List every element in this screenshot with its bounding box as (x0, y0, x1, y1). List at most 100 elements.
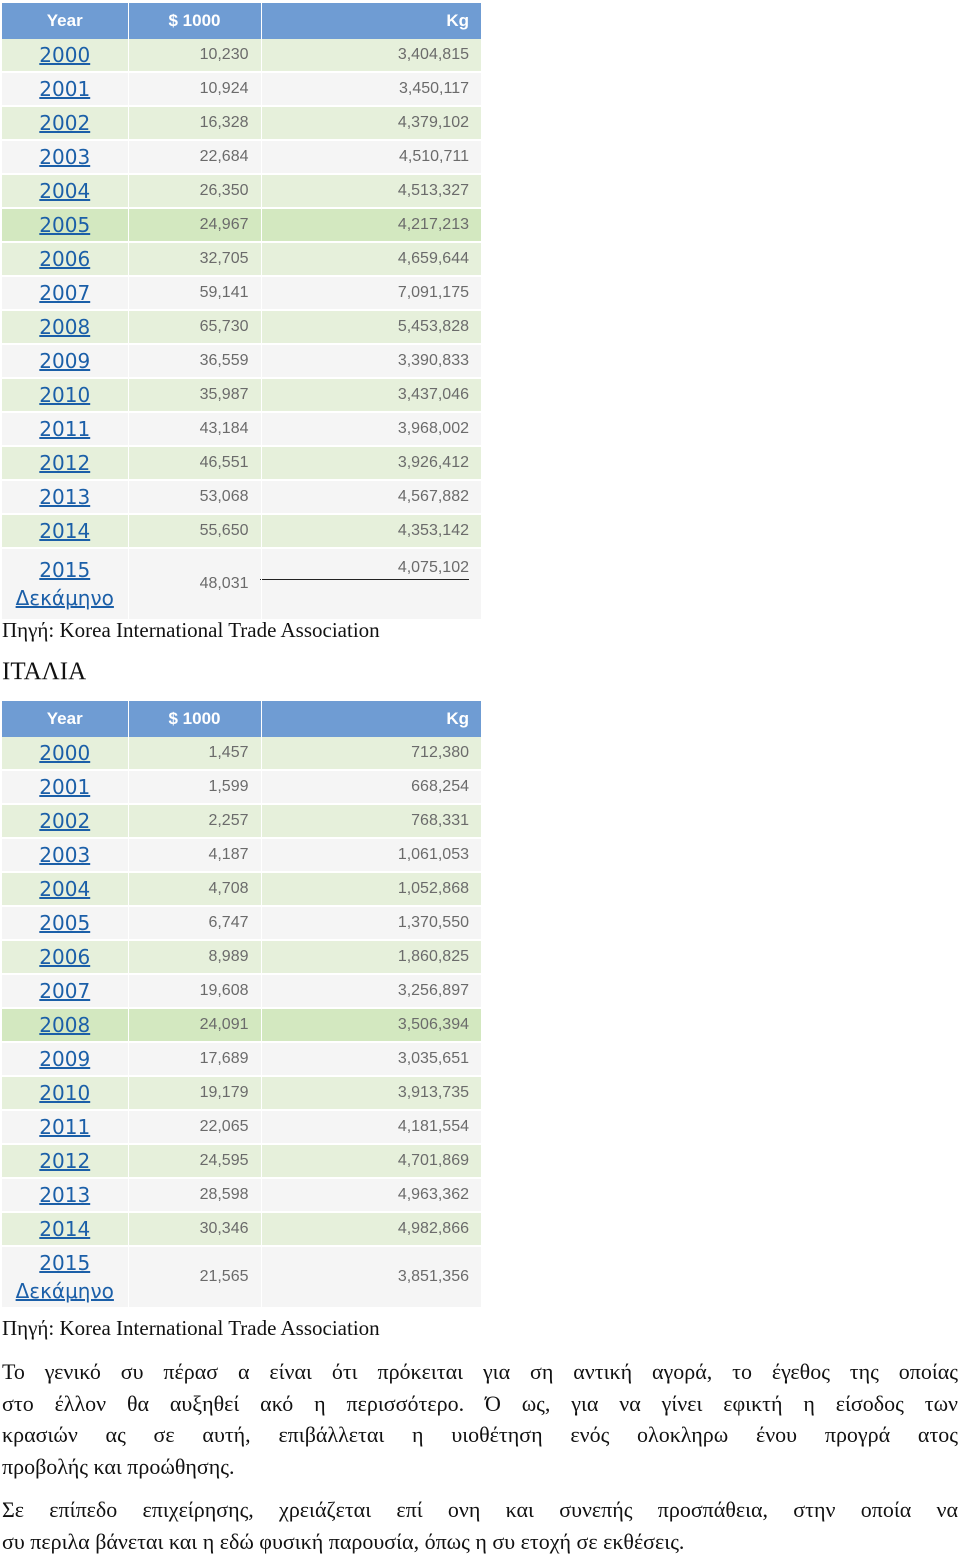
year-column-header: Year (2, 701, 128, 737)
paragraph-line: Το γενικό συ πέρασ α είναι ότι πρόκειται… (2, 1356, 958, 1388)
year-link[interactable]: 2011 (2, 1110, 128, 1144)
usd-value-cell: 6,747 (128, 906, 261, 940)
year-link[interactable]: 2011 (2, 412, 128, 446)
kg-value-cell: 4,659,644 (261, 242, 481, 276)
kg-value-cell: 668,254 (261, 770, 481, 804)
kg-value-cell: 4,075,102 (261, 548, 481, 620)
year-link[interactable]: 2000 (2, 737, 128, 770)
year-link[interactable]: 2014 (2, 1212, 128, 1246)
kg-value-cell: 1,370,550 (261, 906, 481, 940)
usd-value-cell: 2,257 (128, 804, 261, 838)
year-link[interactable]: 2003 (2, 838, 128, 872)
usd-value-cell: 65,730 (128, 310, 261, 344)
usd-value-cell: 24,967 (128, 208, 261, 242)
year-link[interactable]: 2000 (2, 39, 128, 72)
usd-value-cell: 1,599 (128, 770, 261, 804)
year-link[interactable]: 2008 (2, 310, 128, 344)
kg-value-cell: 3,913,735 (261, 1076, 481, 1110)
year-link[interactable]: 2001 (2, 72, 128, 106)
usd-value-cell: 48,031 (128, 548, 261, 620)
kg-value-cell: 3,968,002 (261, 412, 481, 446)
year-link[interactable]: 2009 (2, 344, 128, 378)
usd-value-cell: 19,179 (128, 1076, 261, 1110)
year-link[interactable]: 2006 (2, 940, 128, 974)
table-header-row: Year $ 1000 Kg (2, 3, 481, 39)
kg-column-header: Kg (261, 3, 481, 39)
year-link[interactable]: 2012 (2, 446, 128, 480)
paragraph-line: Σε επίπεδο επιχείρησης, χρειάζεται επί ο… (2, 1494, 958, 1526)
year-link[interactable]: 2012 (2, 1144, 128, 1178)
kg-value-cell: 3,851,356 (261, 1246, 481, 1308)
year-link[interactable]: 2001 (2, 770, 128, 804)
year-link[interactable]: 2013 (2, 480, 128, 514)
kg-value-cell: 3,450,117 (261, 72, 481, 106)
usd-value-cell: 4,187 (128, 838, 261, 872)
year-link[interactable]: 2007 (2, 276, 128, 310)
usd-value-cell: 32,705 (128, 242, 261, 276)
year-link[interactable]: 2004 (2, 174, 128, 208)
year-link[interactable]: 2002 (2, 106, 128, 140)
korea-source-note: Πηγή: Korea International Trade Associat… (2, 618, 380, 643)
usd-value-cell: 53,068 (128, 480, 261, 514)
usd-value-cell: 17,689 (128, 1042, 261, 1076)
kg-value-cell: 768,331 (261, 804, 481, 838)
period-label[interactable]: Δεκάμηνο (2, 584, 128, 612)
paragraph-line: στο έλλον θα αυξηθεί ακό η περισσότερο. … (2, 1388, 958, 1420)
kg-value-cell: 4,379,102 (261, 106, 481, 140)
kg-value-cell: 4,513,327 (261, 174, 481, 208)
kg-value-cell: 3,256,897 (261, 974, 481, 1008)
year-link[interactable]: 2005 (2, 906, 128, 940)
year-link[interactable]: 2010 (2, 1076, 128, 1110)
italy-heading: ΙΤΑΛΙΑ (2, 658, 86, 686)
year-label[interactable]: 2015 (2, 556, 128, 584)
year-link[interactable]: 2014 (2, 514, 128, 548)
conclusion-paragraph: Το γενικό συ πέρασ α είναι ότι πρόκειται… (2, 1356, 958, 1482)
paragraph-line: κρασιών ας σε αυτή, επιβάλλεται η υιοθέτ… (2, 1419, 958, 1451)
kg-value-cell: 4,567,882 (261, 480, 481, 514)
year-link[interactable]: 2005 (2, 208, 128, 242)
kg-value-cell: 3,390,833 (261, 344, 481, 378)
year-link[interactable]: 2013 (2, 1178, 128, 1212)
year-link[interactable]: 2002 (2, 804, 128, 838)
table-header-row: Year $ 1000 Kg (2, 701, 481, 737)
kg-value-cell: 5,453,828 (261, 310, 481, 344)
year-link[interactable]: 2006 (2, 242, 128, 276)
year-link[interactable]: 2007 (2, 974, 128, 1008)
kg-value-cell: 3,506,394 (261, 1008, 481, 1042)
year-link[interactable]: 2010 (2, 378, 128, 412)
usd-value-cell: 24,091 (128, 1008, 261, 1042)
year-link[interactable]: 2003 (2, 140, 128, 174)
kg-value-cell: 1,052,868 (261, 872, 481, 906)
year-link[interactable]: 2009 (2, 1042, 128, 1076)
kg-column-header: Kg (261, 701, 481, 737)
year-label[interactable]: 2015 (2, 1249, 128, 1277)
kg-value-cell: 4,217,213 (261, 208, 481, 242)
year-link[interactable]: 2008 (2, 1008, 128, 1042)
usd-value-cell: 10,924 (128, 72, 261, 106)
usd-value-cell: 28,598 (128, 1178, 261, 1212)
business-paragraph: Σε επίπεδο επιχείρησης, χρειάζεται επί ο… (2, 1494, 958, 1557)
year-link[interactable]: 2004 (2, 872, 128, 906)
usd-column-header: $ 1000 (128, 701, 261, 737)
usd-value-cell: 8,989 (128, 940, 261, 974)
period-label[interactable]: Δεκάμηνο (2, 1277, 128, 1305)
